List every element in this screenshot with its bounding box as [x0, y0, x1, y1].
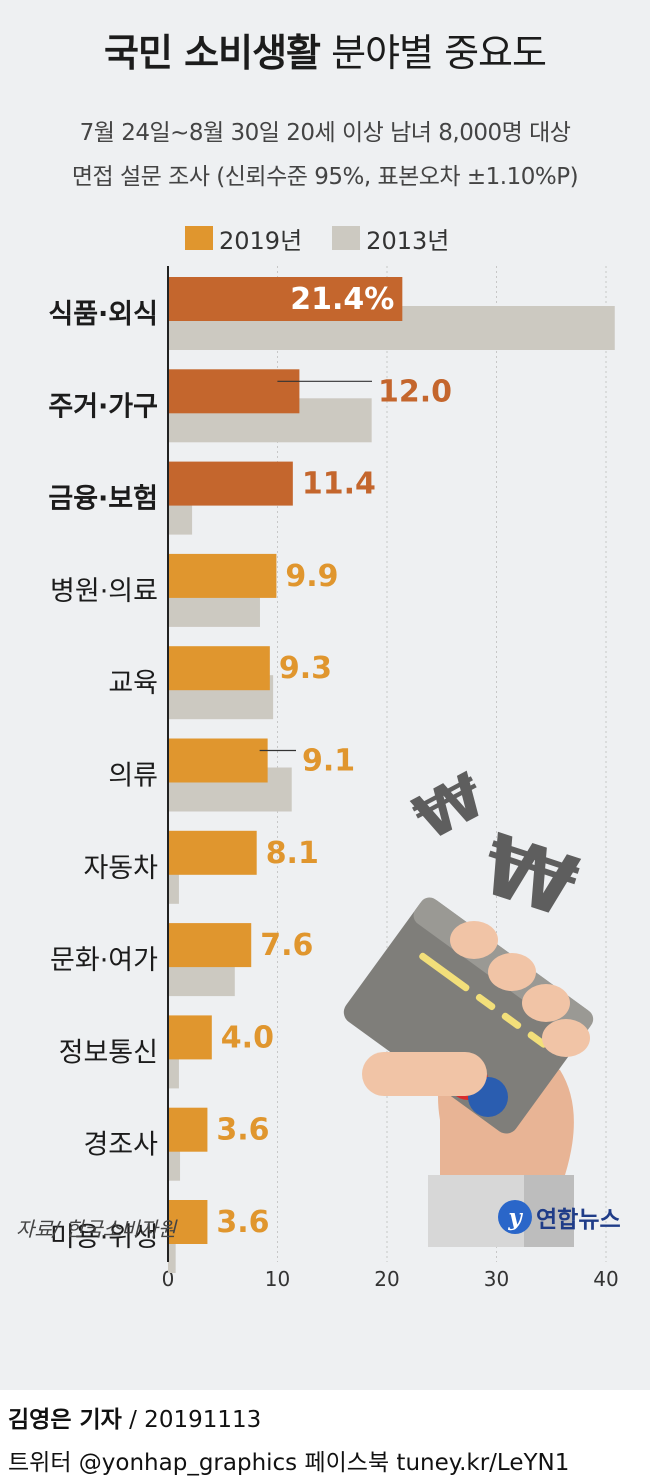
- value-label: 3.6: [216, 1205, 269, 1240]
- value-label: 7.6: [260, 928, 313, 963]
- source-note: 자료/ 한국소비자원: [16, 1217, 177, 1241]
- category-label: 미용·위생: [50, 1222, 158, 1253]
- category-label: 문화·여가: [50, 945, 158, 976]
- bar-2013: [168, 1229, 176, 1273]
- value-label: 11.4: [302, 467, 376, 502]
- bar-2019: [168, 369, 300, 414]
- category-label: 경조사: [83, 1130, 158, 1161]
- legend-label-2019: 2019년: [219, 226, 303, 255]
- bar-2019: [168, 646, 270, 691]
- bar-2013: [168, 859, 179, 904]
- author-line: 김영은 기자 / 20191113: [8, 1400, 261, 1434]
- yonhap-logo-text: 연합뉴스: [536, 1207, 621, 1233]
- yonhap-logo-mark: y: [498, 1200, 532, 1234]
- bar-2019: [168, 923, 252, 968]
- bar-2019: [168, 461, 293, 506]
- category-label: 의류: [108, 761, 158, 792]
- value-label: 9.9: [285, 559, 338, 594]
- bar-chart: 0 10 20 30 40₩₩식품·외식 21.4%주거·가구 12.0금융·보험 11.4병…: [48, 266, 619, 1291]
- subtitle-line1: 7월 24일~8월 30일 20세 이상 남녀 8,000명 대상: [79, 120, 571, 146]
- card-line-icon: [419, 952, 470, 992]
- finger-icon: [488, 953, 536, 991]
- bar-2019: [168, 1015, 212, 1060]
- category-label: 주거·가구: [48, 391, 158, 422]
- bar-2019: [168, 553, 277, 598]
- legend-swatch-2013: [332, 226, 361, 250]
- category-label: 교육: [108, 668, 158, 699]
- title-normal: 분야별 중요도: [331, 31, 547, 75]
- value-label: 12.0: [378, 374, 452, 409]
- legend-label-2013: 2013년: [366, 226, 450, 255]
- legend: 2019년 2013년: [185, 221, 479, 256]
- yonhap-logo: y 연합뉴스: [498, 1200, 621, 1234]
- infographic: 국민 소비생활 분야별 중요도 7월 24일~8월 30일 20세 이상 남녀 …: [0, 0, 650, 1390]
- x-tick-label: 40: [593, 1267, 618, 1291]
- card-line-icon: [501, 1012, 522, 1029]
- subtitle-line2: 면접 설문 조사 (신뢰수준 95%, 표본오차 ±1.10%P): [71, 164, 579, 190]
- card-line-icon: [475, 993, 496, 1011]
- category-label: 정보통신: [59, 1037, 158, 1068]
- value-label: 3.6: [216, 1113, 269, 1148]
- category-label: 병원·의료: [50, 576, 158, 607]
- value-label: 9.3: [279, 651, 332, 686]
- x-tick-label: 30: [484, 1267, 509, 1291]
- bar-2019: [168, 738, 268, 783]
- author-name: 김영은 기자: [8, 1407, 122, 1433]
- legend-swatch-2019: [185, 226, 213, 250]
- bar-2019: [168, 277, 403, 321]
- card-body-icon: [343, 898, 593, 1134]
- value-label: 9.1: [302, 744, 355, 779]
- card-and-won-icon: ₩₩: [343, 758, 594, 1247]
- title-bold: 국민 소비생활: [104, 31, 321, 75]
- card-line-icon: [527, 1031, 548, 1048]
- value-label: 21.4%: [290, 282, 394, 317]
- publish-date: / 20191113: [121, 1407, 262, 1433]
- social-line: 트위터 @yonhap_graphics 페이스북 tuney.kr/LeYN1: [8, 1450, 570, 1476]
- category-label: 자동차: [83, 853, 158, 884]
- category-label: 식품·외식: [48, 299, 158, 330]
- won-sign-icon: ₩: [470, 815, 588, 937]
- won-sign-icon: ₩: [402, 758, 497, 855]
- thumb-icon: [362, 1052, 487, 1096]
- value-label: 8.1: [266, 836, 319, 871]
- finger-icon: [450, 921, 498, 959]
- bar-2019: [168, 1107, 208, 1152]
- legend-item-2019: 2019년: [185, 221, 302, 256]
- bar-2019: [168, 830, 257, 875]
- finger-icon: [542, 1019, 590, 1057]
- x-tick-label: 20: [374, 1267, 399, 1291]
- value-label: 4.0: [221, 1020, 274, 1055]
- bar-2019: [168, 1200, 208, 1244]
- category-label: 금융·보험: [48, 484, 158, 515]
- bar-2013: [168, 1044, 179, 1089]
- page-title: 국민 소비생활 분야별 중요도: [0, 22, 650, 77]
- x-tick-label: 10: [265, 1267, 290, 1291]
- legend-item-2013: 2013년: [332, 221, 449, 256]
- finger-icon: [522, 984, 570, 1022]
